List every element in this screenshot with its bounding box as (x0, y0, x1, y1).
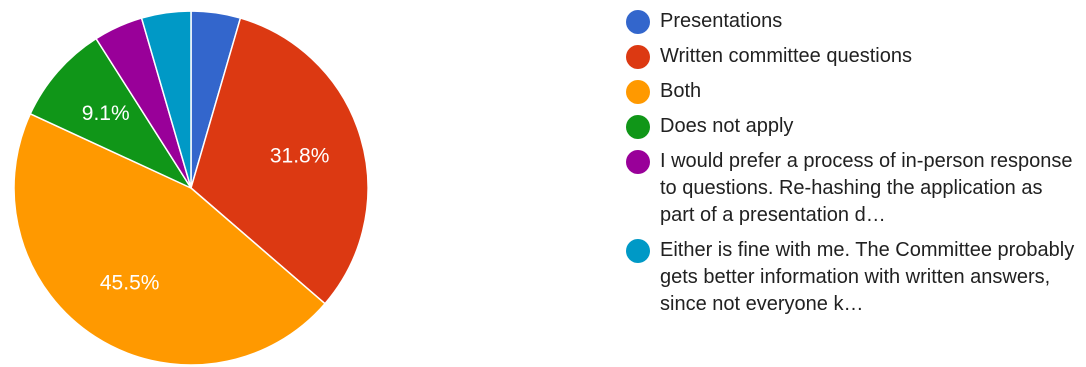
legend-swatch-icon (626, 45, 650, 69)
legend-item-5[interactable]: Either is fine with me. The Committee pr… (626, 237, 1081, 318)
legend-swatch-icon (626, 150, 650, 174)
pie-slice-2[interactable] (13, 113, 326, 366)
legend-label: I would prefer a process of in-person re… (660, 150, 1073, 226)
pie-slice-1[interactable] (190, 17, 369, 305)
pie-slice-3[interactable] (29, 37, 192, 189)
legend-item-4[interactable]: I would prefer a process of in-person re… (626, 148, 1081, 229)
legend-item-3[interactable]: Does not apply (626, 113, 1081, 140)
legend-label: Both (660, 80, 702, 102)
legend-label: Does not apply (660, 115, 794, 137)
pie-chart: 31.8% 45.5% 9.1% (13, 10, 369, 366)
legend-swatch-icon (626, 80, 650, 104)
legend-label: Presentations (660, 10, 783, 32)
slice-data-label-3: 9.1% (82, 102, 130, 125)
legend-item-2[interactable]: Both (626, 78, 1081, 105)
legend-item-1[interactable]: Written committee questions (626, 43, 1081, 70)
legend-label: Either is fine with me. The Committee pr… (660, 239, 1075, 315)
chart-legend: Presentations Written committee questions… (626, 8, 1081, 326)
legend-swatch-icon (626, 10, 650, 34)
pie-slice-5[interactable] (140, 10, 192, 189)
slice-data-label-1: 31.8% (270, 144, 330, 167)
legend-swatch-icon (626, 239, 650, 263)
legend-swatch-icon (626, 115, 650, 139)
legend-label: Written committee questions (660, 45, 912, 67)
legend-item-0[interactable]: Presentations (626, 8, 1081, 35)
slice-data-label-2: 45.5% (100, 272, 160, 295)
